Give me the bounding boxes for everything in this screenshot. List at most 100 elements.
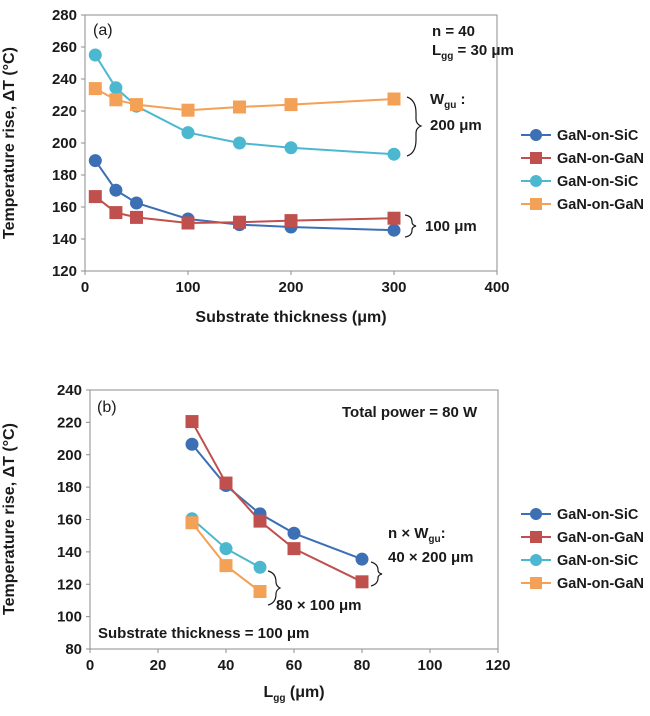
panel-a-y-axis-label: Temperature rise, ΔT (°C) xyxy=(1,47,18,239)
panel-b-data-point xyxy=(185,437,199,451)
panel-a-x-tick-label: 200 xyxy=(278,279,303,296)
panel-b-y-tick-label: 200 xyxy=(57,447,82,464)
panel-b-x-tick-label: 60 xyxy=(286,657,303,674)
panel-a-legend-marker xyxy=(530,198,542,210)
panel-a-data-point xyxy=(233,215,246,229)
panel-a-y-tick-label: 280 xyxy=(52,7,77,24)
panel-a-data-point xyxy=(181,103,195,117)
panel-a-y-tick-label: 260 xyxy=(52,39,77,56)
panel-b-data-point xyxy=(287,542,301,556)
panel-a-data-point xyxy=(284,141,298,155)
panel-b-brace-upper xyxy=(370,561,383,587)
panel-b-annotation-power: Total power = 80 W xyxy=(342,404,478,421)
panel-b-data-point xyxy=(185,415,199,429)
panel-b-brace-lower xyxy=(267,570,282,606)
panel-b-y-tick-label: 120 xyxy=(57,576,82,593)
panel-b-data-point xyxy=(355,575,369,589)
panel-a-annotation-n: n = 40 xyxy=(432,23,475,40)
panel-a-data-point xyxy=(88,48,102,62)
panel-a-data-point xyxy=(109,183,123,197)
panel-b-y-tick-label: 160 xyxy=(57,512,82,529)
panel-b-y-ticks: 80 100 120 140 160 180 200 220 240 xyxy=(57,382,90,658)
panel-b-x-tick-label: 20 xyxy=(150,657,167,674)
panel-b-data-point xyxy=(253,585,267,599)
panel-b-y-tick-label: 80 xyxy=(65,641,82,658)
panel-b-annotation-substrate: Substrate thickness = 100 μm xyxy=(98,625,309,642)
panel-b-data-point xyxy=(219,559,233,573)
panel-a-legend-marker xyxy=(530,152,542,164)
panel-a-y-tick-label: 160 xyxy=(52,199,77,216)
panel-b-series-line-2 xyxy=(191,421,363,583)
panel-a-x-label-unit: μm) xyxy=(357,309,386,326)
panel-b-legend-label: GaN-on-SiC xyxy=(557,507,639,523)
panel-a-x-tick-label: 0 xyxy=(81,279,89,296)
panel-b-y-tick-label: 240 xyxy=(57,382,82,399)
panel-a-data-point xyxy=(130,210,143,224)
panel-a-brace-lower xyxy=(404,214,417,238)
panel-a-y-tick-label: 140 xyxy=(52,231,77,248)
panel-b-x-tick-label: 120 xyxy=(485,657,510,674)
panel-a-x-axis-label: Substrate thickness (μm) xyxy=(195,309,386,326)
panel-a-y-tick-label: 220 xyxy=(52,103,77,120)
panel-a-x-tick-label: 400 xyxy=(484,279,509,296)
panel-b-y-tick-label: 100 xyxy=(57,609,82,626)
panel-b-data-point xyxy=(287,526,301,540)
panel-b-chart: 80 100 120 140 160 180 200 220 240 0 20 40 60 80 100 1… xyxy=(1,382,644,704)
panel-a-x-tick-label: 100 xyxy=(175,279,200,296)
panel-a-annotation-200um: 200 μm xyxy=(430,117,482,134)
panel-b-x-ticks: 0 20 40 60 80 100 120 xyxy=(86,649,511,674)
panel-a-series xyxy=(88,48,401,237)
panel-a-y-ticks: 120 140 160 180 200 220 240 260 280 xyxy=(52,7,85,280)
panel-b-legend-marker xyxy=(530,577,542,589)
panel-b-series-line-4 xyxy=(191,522,261,593)
panel-a-annotation-100um: 100 μm xyxy=(425,218,477,235)
panel-b-legend: GaN-on-SiC GaN-on-GaN GaN-on-SiC GaN-on-GaN xyxy=(521,507,644,592)
panel-a-data-point xyxy=(284,98,298,112)
panel-a-y-tick-label: 200 xyxy=(52,135,77,152)
panel-a-legend-marker xyxy=(530,175,542,187)
panel-b-x-tick-label: 80 xyxy=(354,657,371,674)
panel-b-data-point xyxy=(185,516,199,530)
panel-b-data-point xyxy=(219,542,233,556)
panel-b-data-point xyxy=(355,552,369,566)
panel-b-x-tick-label: 0 xyxy=(86,657,94,674)
panel-a-data-point xyxy=(109,93,123,107)
panel-a-data-point xyxy=(233,100,246,114)
panel-b-legend-label: GaN-on-GaN xyxy=(557,530,644,546)
panel-b-annotation-40x200: 40 × 200 μm xyxy=(388,549,474,566)
panel-b-data-point xyxy=(253,560,267,574)
panel-a-legend-label: GaN-on-SiC xyxy=(557,174,639,190)
panel-a-legend-marker xyxy=(530,129,542,141)
panel-a-data-point xyxy=(88,154,102,168)
panel-b-annotation-nwgu: n × Wgu: xyxy=(388,525,446,545)
panel-a-data-point xyxy=(109,206,123,220)
panel-b-data-point xyxy=(253,514,267,528)
panel-a-data-point xyxy=(181,216,195,230)
panel-b-legend-label: GaN-on-SiC xyxy=(557,553,639,569)
panel-b-legend-marker xyxy=(530,531,542,543)
panel-a-data-point xyxy=(387,223,401,237)
panel-b-legend-marker xyxy=(530,554,542,566)
panel-b-y-tick-label: 180 xyxy=(57,479,82,496)
panel-a-data-point xyxy=(130,98,143,112)
panel-a-data-point xyxy=(88,190,102,204)
panel-a-x-label-main: Substrate thickness ( xyxy=(195,309,358,326)
panel-a-y-tick-label: 120 xyxy=(52,263,77,280)
panel-b-y-axis-label: Temperature rise, ΔT (°C) xyxy=(1,423,18,615)
panel-a-y-tick-label: 240 xyxy=(52,71,77,88)
panel-b-label: (b) xyxy=(97,399,117,416)
panel-b-y-tick-label: 220 xyxy=(57,414,82,431)
panel-b-annotation-80x100: 80 × 100 μm xyxy=(276,597,362,614)
panel-a-data-point xyxy=(88,82,102,96)
panel-a-annotation-wgu: Wgu : xyxy=(430,91,466,111)
panel-b-y-tick-label: 140 xyxy=(57,544,82,561)
panel-a-brace-upper xyxy=(406,96,423,157)
panel-a-legend-label: GaN-on-GaN xyxy=(557,151,644,167)
panel-a-y-tick-label: 180 xyxy=(52,167,77,184)
panel-b-x-tick-label: 40 xyxy=(218,657,235,674)
panel-a-label: (a) xyxy=(93,22,113,39)
panel-a-x-ticks: 0 100 200 300 400 xyxy=(81,271,510,296)
panel-b-legend-marker xyxy=(530,508,542,520)
panel-a-data-point xyxy=(181,126,195,140)
panel-a-data-point xyxy=(387,211,401,225)
